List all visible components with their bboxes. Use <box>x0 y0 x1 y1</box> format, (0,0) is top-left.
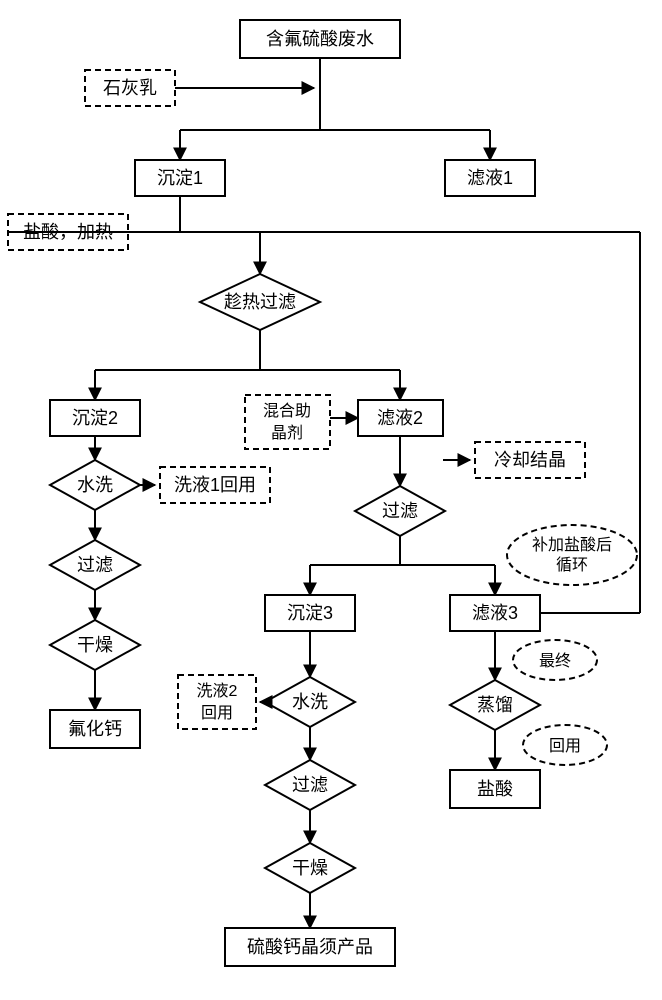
wash1-label: 水洗 <box>77 475 113 495</box>
reuse2-line1: 洗液2 <box>197 682 238 700</box>
f2-label: 滤液2 <box>377 408 423 428</box>
filt4-label: 过滤 <box>292 775 328 795</box>
reuse1-label: 洗液1回用 <box>174 475 256 495</box>
cool-label: 冷却结晶 <box>494 450 566 470</box>
dry2-label: 干燥 <box>292 858 328 878</box>
dry1-label: 干燥 <box>77 635 113 655</box>
p1-label: 沉淀1 <box>157 168 203 188</box>
filt2-label: 过滤 <box>382 501 418 521</box>
input1-label: 石灰乳 <box>103 78 157 98</box>
p2-label: 沉淀2 <box>72 408 118 428</box>
filt3-label: 过滤 <box>77 555 113 575</box>
p3-label: 沉淀3 <box>287 603 333 623</box>
caf2-label: 氟化钙 <box>68 719 122 739</box>
hcl-label: 盐酸 <box>477 779 513 799</box>
wash2-label: 水洗 <box>292 692 328 712</box>
start-label: 含氟硫酸废水 <box>266 29 374 49</box>
reuse2-line2: 回用 <box>201 705 233 722</box>
hotfilt-label: 趁热过滤 <box>224 292 296 312</box>
crystal-line1: 混合助 <box>263 402 311 420</box>
product-label: 硫酸钙晶须产品 <box>247 937 373 957</box>
crystal-line2: 晶剂 <box>271 424 303 442</box>
f3-label: 滤液3 <box>472 603 518 623</box>
reuse3-label: 回用 <box>549 738 581 755</box>
f1-label: 滤液1 <box>467 168 513 188</box>
distill-label: 蒸馏 <box>477 695 513 715</box>
recycle-line2: 循环 <box>556 556 588 574</box>
recycle-line1: 补加盐酸后 <box>532 536 612 554</box>
final-label: 最终 <box>539 652 571 670</box>
